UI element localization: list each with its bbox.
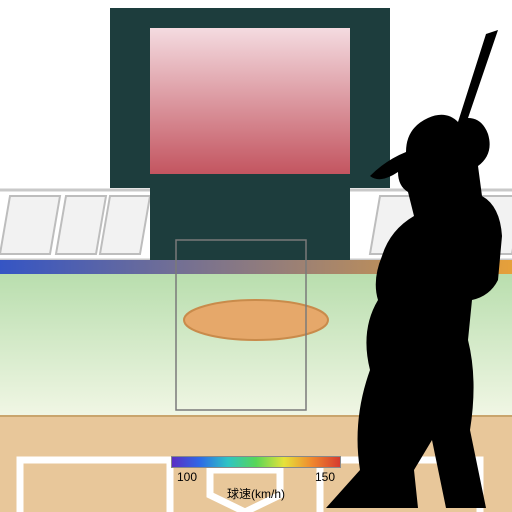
velocity-legend: 100 150 球速(km/h) [171, 456, 341, 502]
legend-label: 球速(km/h) [171, 485, 341, 502]
legend-tick-min: 100 [177, 470, 197, 484]
scoreboard [110, 8, 390, 260]
legend-ticks: 100 150 [171, 470, 341, 484]
legend-colorbar [171, 456, 341, 468]
legend-tick-max: 150 [315, 470, 335, 484]
pitch-scene [0, 0, 512, 512]
